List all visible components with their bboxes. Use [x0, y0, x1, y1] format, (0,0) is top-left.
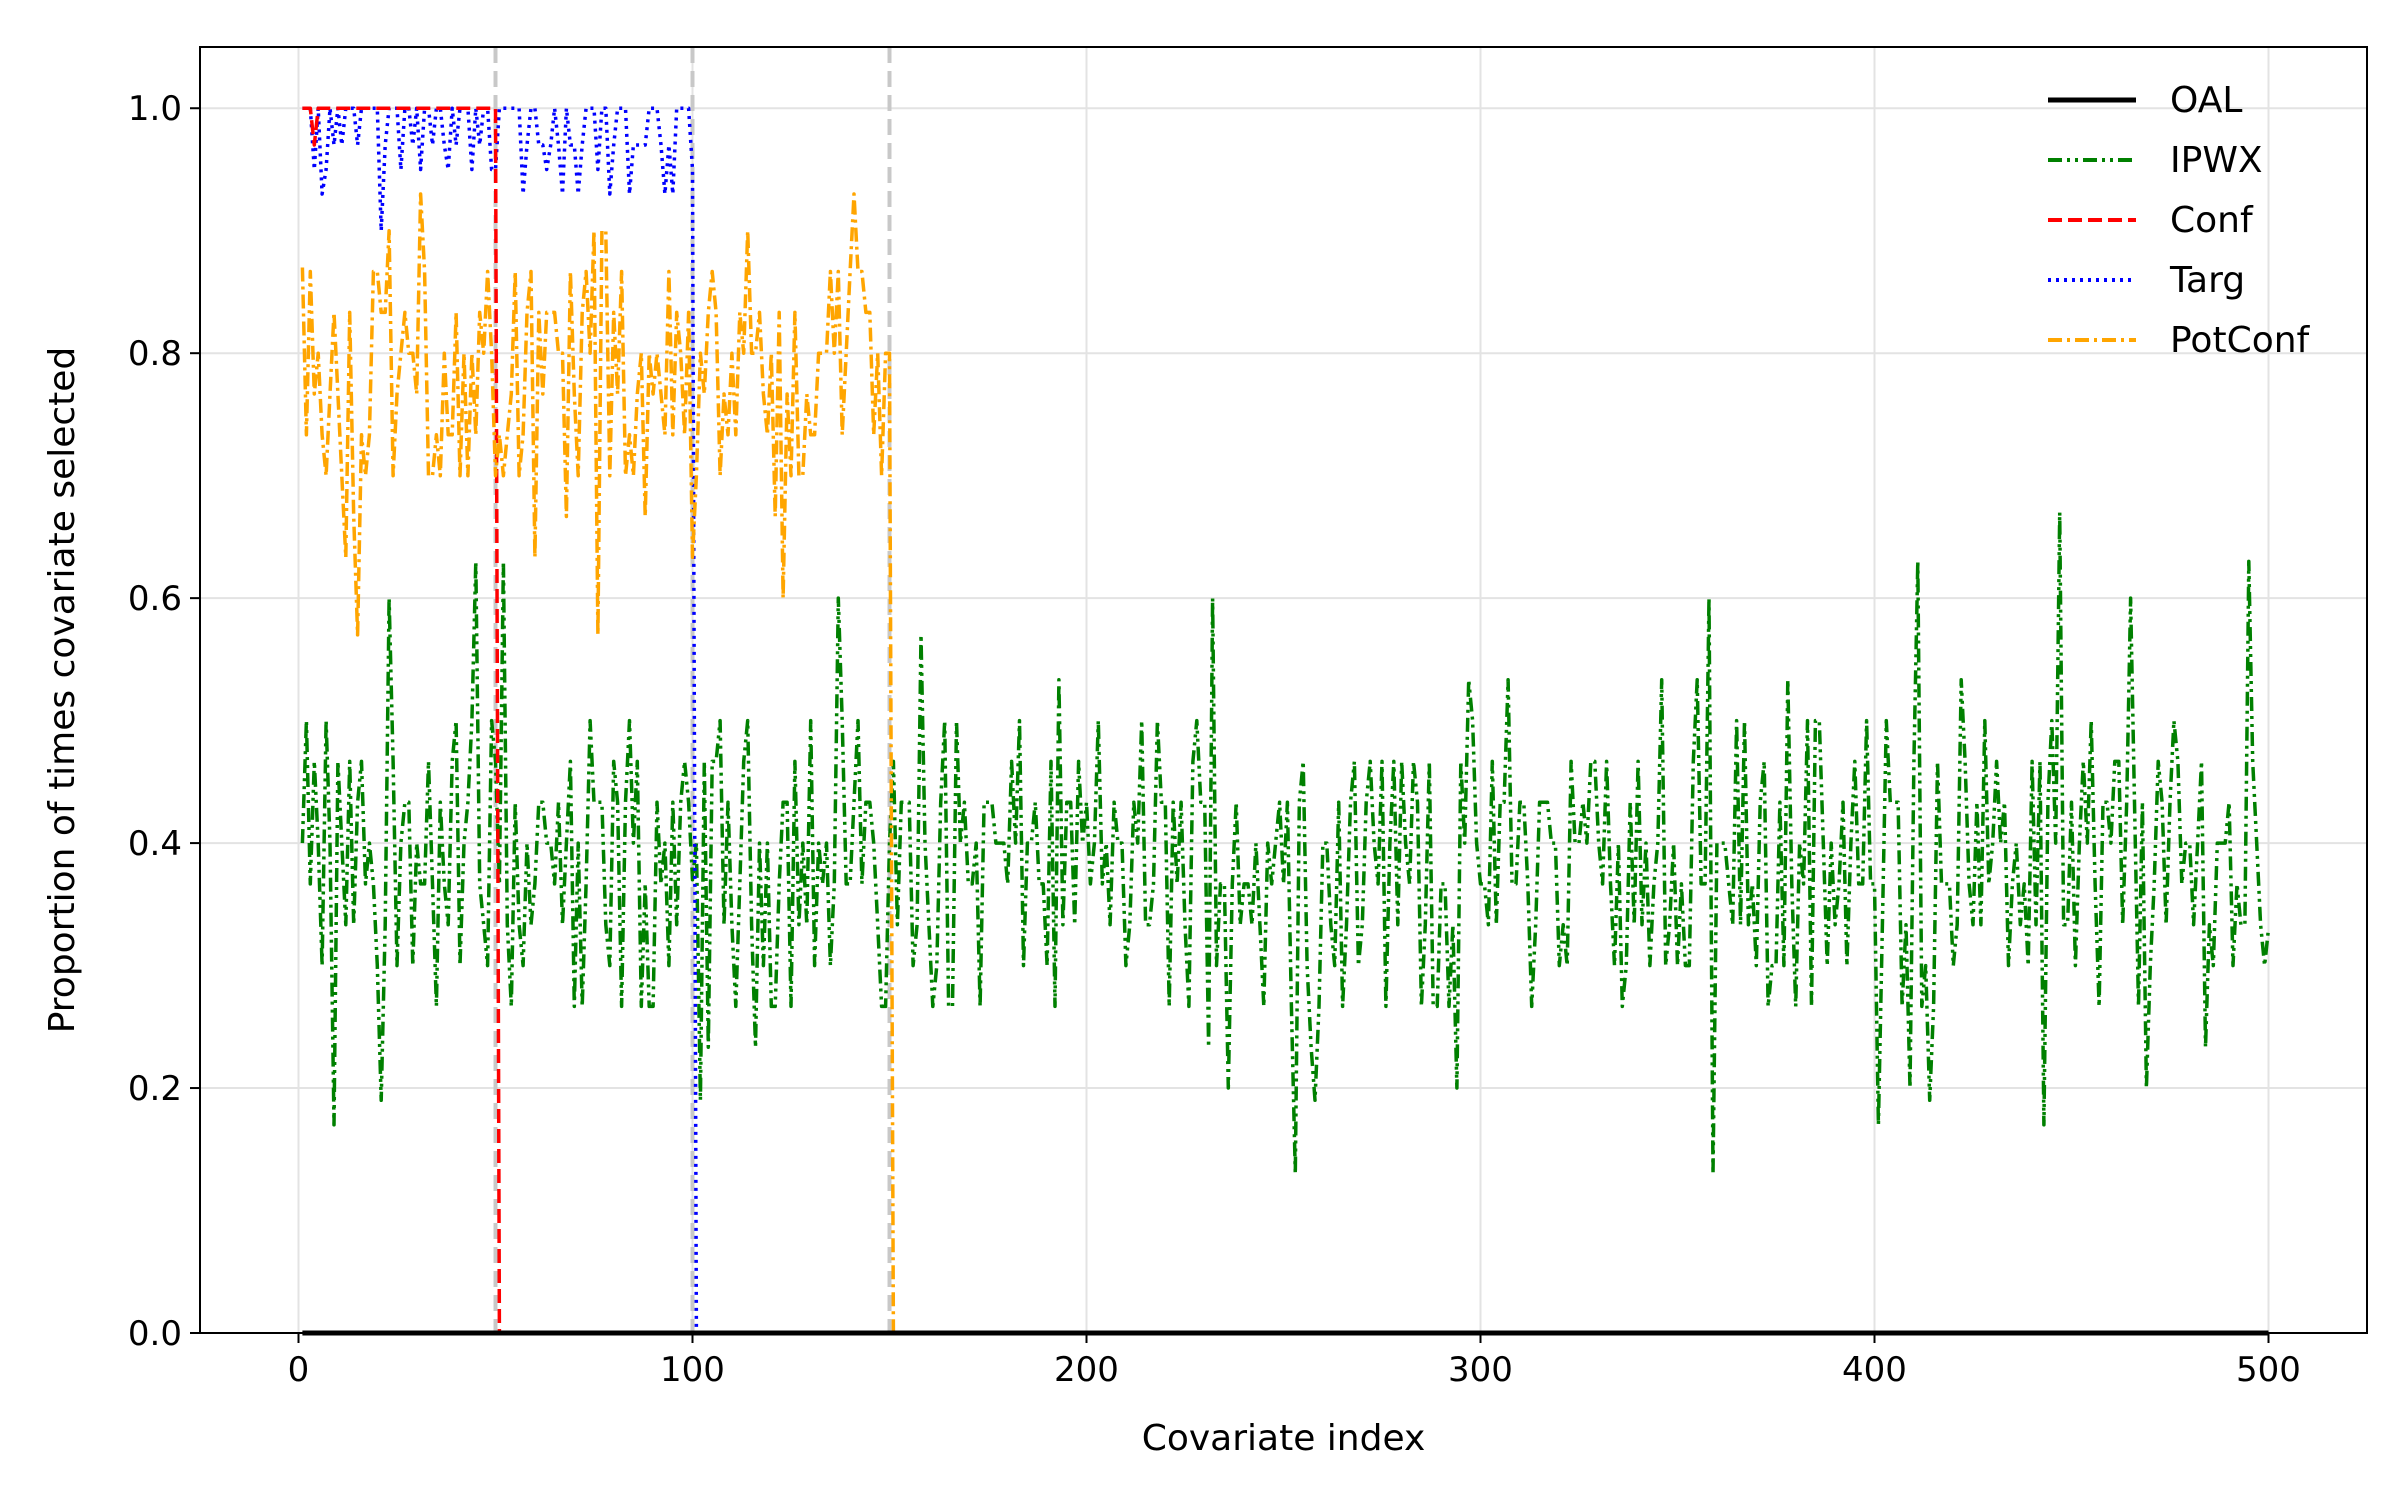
axis-ticks: 0 100 200 300 400 500 0.0 0.2 0.4 0.6 0.8 1.0: [128, 89, 2301, 1390]
legend-label-targ: Targ: [2169, 260, 2245, 301]
y-tick-label: 0.4: [128, 824, 182, 864]
x-tick-label: 500: [2236, 1350, 2301, 1390]
x-tick-label: 300: [1448, 1350, 1513, 1390]
y-axis-label: Proportion of times covariate selected: [42, 347, 83, 1034]
x-tick-label: 0: [288, 1350, 310, 1390]
plot-frame: [199, 46, 2368, 1334]
legend-label-ipwx: IPWX: [2170, 140, 2263, 181]
x-tick-label: 100: [660, 1350, 725, 1390]
x-axis-label: Covariate index: [1142, 1418, 1426, 1459]
y-tick-label: 0.6: [128, 579, 182, 619]
y-tick-label: 0.8: [128, 334, 182, 374]
legend-label-oal: OAL: [2170, 80, 2242, 121]
x-tick-label: 200: [1054, 1350, 1119, 1390]
y-tick-label: 0.2: [128, 1069, 182, 1109]
legend-label-conf: Conf: [2170, 200, 2254, 241]
reference-lines: [493, 47, 892, 1333]
legend-label-potconf: PotConf: [2170, 320, 2311, 361]
x-tick-label: 400: [1842, 1350, 1907, 1390]
y-tick-label: 0.0: [128, 1314, 182, 1354]
legend: OAL IPWX Conf Targ PotConf: [2048, 80, 2311, 361]
series-line-ipwx: [300, 510, 2271, 1176]
y-tick-label: 1.0: [128, 89, 182, 129]
